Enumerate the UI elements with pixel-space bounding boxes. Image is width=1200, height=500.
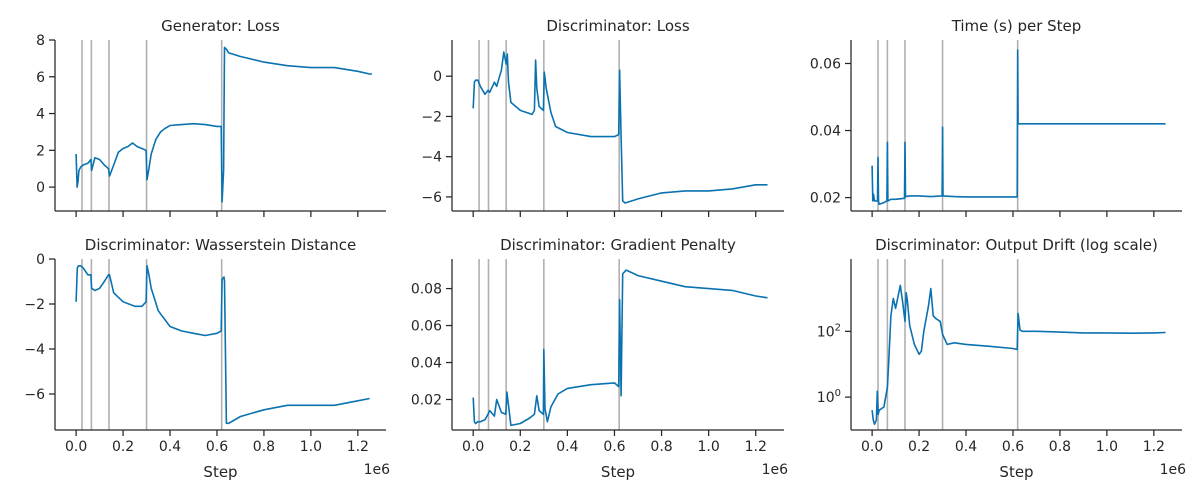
y-tick-label: 8	[36, 33, 45, 49]
x-tick-label: 0.6	[603, 439, 625, 455]
x-tick-label: 1.2	[745, 439, 767, 455]
x-tick-label: 1.2	[1143, 439, 1165, 455]
x-tick-label: 0.0	[861, 439, 883, 455]
y-tick-label: 0.04	[411, 356, 442, 372]
series-line	[472, 269, 768, 427]
y-tick-label: 0	[433, 69, 442, 85]
y-tick-label: −4	[421, 150, 442, 166]
y-tick-label: 2	[36, 143, 45, 159]
chart-panel: Generator: Loss 0 2 4 6 8	[36, 17, 386, 217]
x-tick-label: 0.4	[955, 439, 977, 455]
x-tick-label: 0.2	[509, 439, 531, 455]
y-tick-label: 4	[36, 107, 45, 123]
x-tick-label: 0.8	[650, 439, 672, 455]
x-tick-label: 1.0	[1096, 439, 1118, 455]
y-tick-label: 0.02	[411, 392, 442, 408]
x-axis-label: Step	[999, 463, 1033, 481]
chart-panel: Discriminator: Wasserstein Distance 0 −2 −4…	[24, 236, 390, 481]
chart-panel: Discriminator: Loss 0 −2 −4 −6	[421, 17, 784, 217]
chart-title: Time (s) per Step	[951, 17, 1082, 35]
x-offset-label: 1e6	[364, 462, 391, 478]
y-tick-label: 0	[36, 252, 45, 268]
y-tick-label: −2	[421, 109, 442, 125]
series-line	[871, 49, 1166, 206]
chart-panel: Discriminator: Gradient Penalty 0.02 0.04 0…	[411, 236, 788, 481]
x-tick-label: 0.2	[908, 439, 930, 455]
x-tick-label: 0.6	[206, 439, 228, 455]
x-axis-label: Step	[601, 463, 635, 481]
series-line	[75, 264, 370, 425]
x-offset-label: 1e6	[762, 462, 789, 478]
y-tick-label: 0.08	[411, 282, 442, 298]
x-tick-label: 0.6	[1002, 439, 1024, 455]
series-line	[871, 284, 1166, 426]
x-tick-label: 0.8	[253, 439, 275, 455]
chart-panel: Discriminator: Output Drift (log scale) 1…	[817, 236, 1186, 481]
x-tick-label: 1.0	[698, 439, 720, 455]
y-tick-label: −6	[24, 387, 45, 403]
y-tick-label: 0.04	[810, 124, 841, 140]
x-tick-label: 0.8	[1049, 439, 1071, 455]
y-tick-label: 100	[817, 388, 841, 406]
chart-title: Discriminator: Output Drift (log scale)	[875, 236, 1158, 254]
y-tick-label: −6	[421, 190, 442, 206]
chart-title: Discriminator: Wasserstein Distance	[85, 236, 356, 254]
series-line	[472, 51, 768, 204]
chart-title: Discriminator: Gradient Penalty	[500, 236, 736, 254]
y-tick-label: 0.06	[810, 56, 841, 72]
y-tick-label: 0.06	[411, 319, 442, 335]
x-axis-label: Step	[203, 463, 237, 481]
x-tick-label: 0.2	[112, 439, 134, 455]
chart-panel: Time (s) per Step 0.02 0.04 0.06	[810, 17, 1182, 217]
chart-title: Generator: Loss	[161, 17, 280, 35]
y-tick-label: −2	[24, 297, 45, 313]
chart-title: Discriminator: Loss	[546, 17, 689, 35]
y-tick-label: 0	[36, 180, 45, 196]
series-line	[75, 46, 372, 203]
y-tick-label: 6	[36, 70, 45, 86]
x-tick-label: 0.4	[556, 439, 578, 455]
x-tick-label: 0.0	[462, 439, 484, 455]
x-tick-label: 1.2	[347, 439, 369, 455]
x-tick-label: 0.0	[65, 439, 87, 455]
x-offset-label: 1e6	[1160, 462, 1187, 478]
x-tick-label: 0.4	[159, 439, 181, 455]
y-tick-label: 102	[817, 322, 841, 340]
x-tick-label: 1.0	[300, 439, 322, 455]
y-tick-label: −4	[24, 342, 45, 358]
y-tick-label: 0.02	[810, 191, 841, 207]
